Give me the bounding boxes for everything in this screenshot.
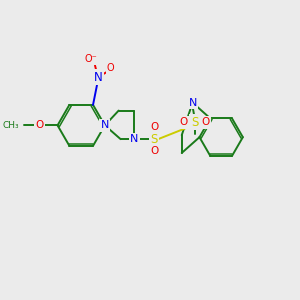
Text: O: O xyxy=(36,120,44,130)
Text: N: N xyxy=(101,120,109,130)
Text: O: O xyxy=(150,146,158,156)
Text: N: N xyxy=(188,98,197,108)
Text: S: S xyxy=(191,116,198,129)
Text: N: N xyxy=(94,71,102,84)
Text: O: O xyxy=(201,117,209,128)
Text: O: O xyxy=(150,122,158,132)
Text: O⁻: O⁻ xyxy=(85,54,98,64)
Text: O: O xyxy=(180,117,188,128)
Text: CH₃: CH₃ xyxy=(2,121,19,130)
Text: S: S xyxy=(150,133,158,146)
Text: N: N xyxy=(130,134,139,144)
Text: O: O xyxy=(107,63,115,74)
